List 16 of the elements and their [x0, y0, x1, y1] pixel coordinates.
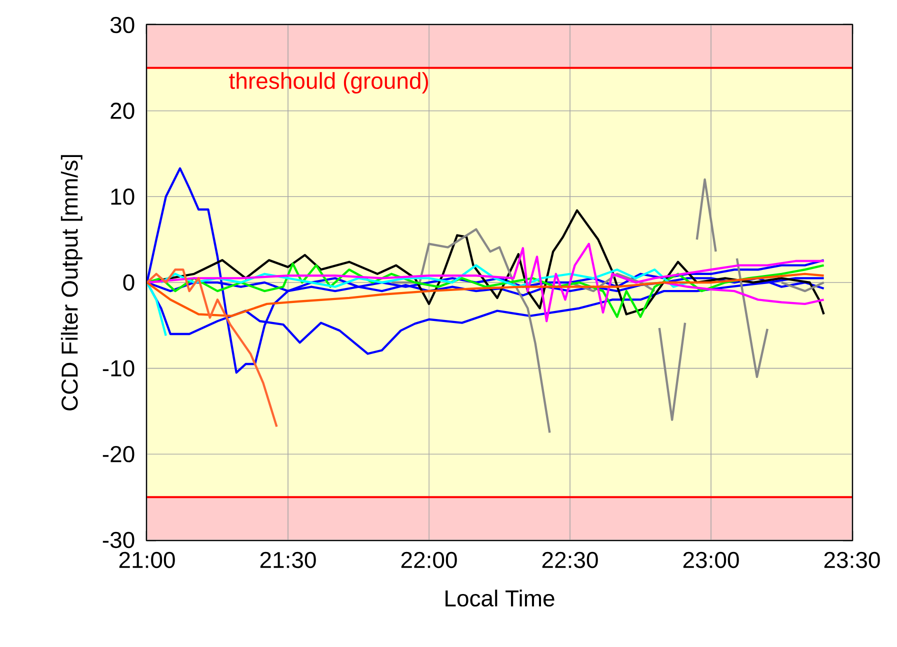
y-tick-label: 20	[110, 102, 134, 119]
y-tick-label: 30	[110, 16, 134, 34]
y-tick-label: -20	[102, 446, 134, 462]
x-tick-label: 23:30	[824, 552, 880, 568]
x-tick-label: 22:00	[401, 552, 457, 568]
x-axis-title: Local Time	[446, 590, 554, 607]
y-axis-title: CCD Filter Output [mm/s]	[60, 155, 82, 410]
y-tick-label: 0	[123, 274, 134, 291]
x-tick-label: 23:00	[683, 552, 739, 568]
y-tick-label: 10	[111, 188, 134, 205]
y-tick-label: -30	[102, 532, 134, 548]
ref-line-label: threshould (ground)	[229, 72, 428, 94]
x-tick-label: 22:30	[542, 552, 598, 568]
y-tick-label: -10	[102, 360, 134, 376]
x-tick-label: 21:00	[119, 552, 175, 568]
x-tick-label: 21:30	[260, 552, 316, 568]
